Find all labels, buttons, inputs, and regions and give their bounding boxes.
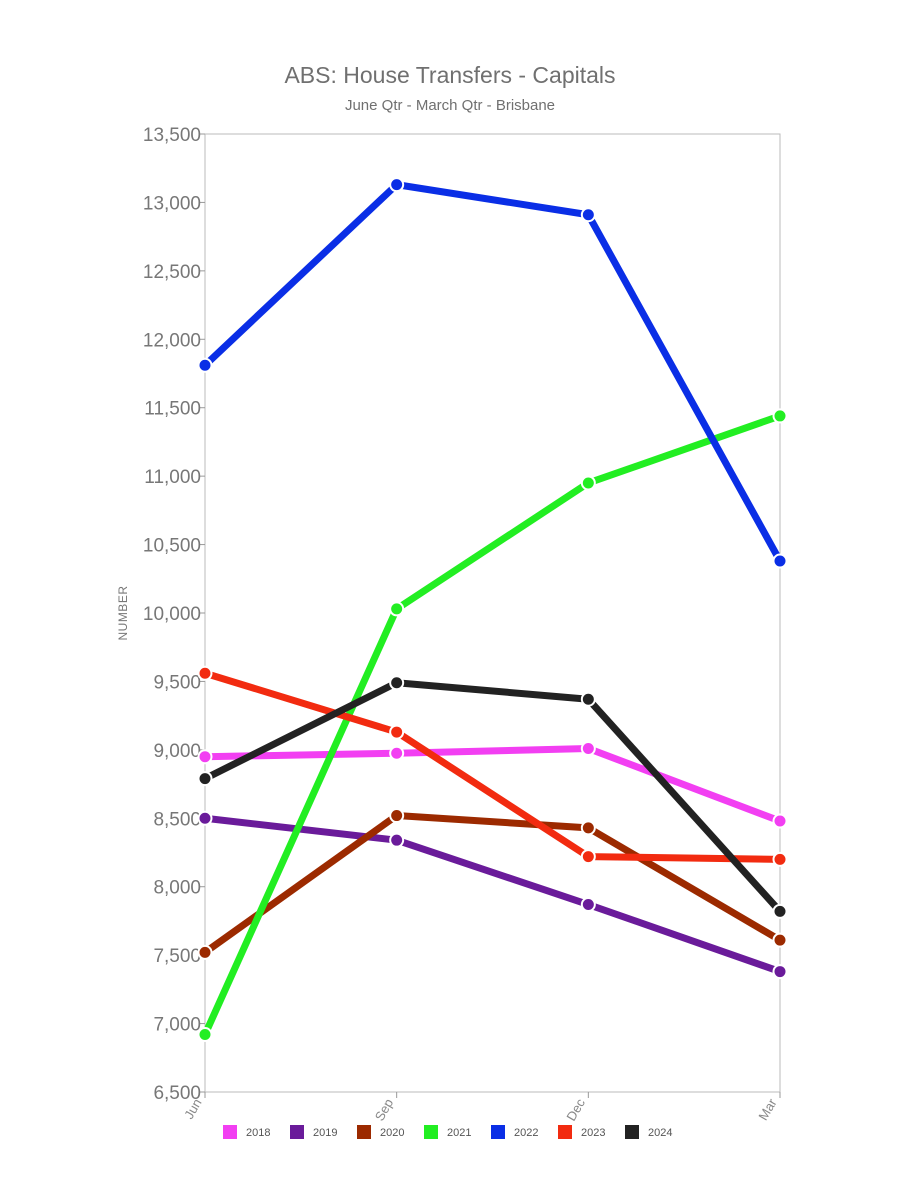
legend-item-2021[interactable]: 2021	[424, 1125, 471, 1139]
data-point-2020-mar	[772, 932, 788, 948]
y-tick-label: 10,000	[143, 604, 201, 625]
data-point-2023-dec	[580, 849, 596, 865]
y-tick-label: 13,000	[143, 193, 201, 214]
y-tick-label: 9,500	[153, 672, 201, 693]
legend-item-2019[interactable]: 2019	[290, 1125, 337, 1139]
data-point-2018-dec	[580, 740, 596, 756]
legend-swatch	[491, 1125, 505, 1139]
data-point-2021-sep	[389, 601, 405, 617]
series-points	[197, 177, 788, 1043]
legend-swatch	[625, 1125, 639, 1139]
data-point-2019-sep	[389, 832, 405, 848]
data-point-2019-mar	[772, 964, 788, 980]
plot-frame	[204, 133, 781, 1093]
legend-label: 2019	[313, 1127, 337, 1139]
series-line-2021	[201, 412, 784, 1039]
data-point-2024-jun	[197, 771, 213, 787]
legend-swatch	[290, 1125, 304, 1139]
data-point-2022-sep	[389, 177, 405, 193]
data-point-2024-dec	[580, 691, 596, 707]
legend-label: 2024	[648, 1127, 672, 1139]
series-line-2024	[201, 679, 784, 915]
legend[interactable]: 2018 2019 2020 2021 2022 2023 2024	[223, 1125, 672, 1139]
y-tick-label: 11,000	[144, 467, 201, 488]
series-line-2022	[201, 181, 784, 565]
series-line-2020	[201, 812, 784, 956]
legend-label: 2021	[447, 1127, 471, 1139]
data-point-2019-dec	[580, 897, 596, 913]
data-point-2018-sep	[389, 745, 405, 761]
series-line-2023	[201, 669, 784, 863]
y-tick-label: 6,500	[153, 1083, 201, 1104]
data-point-2021-jun	[197, 1027, 213, 1043]
y-tick-label: 13,500	[143, 125, 201, 146]
legend-item-2023[interactable]: 2023	[558, 1125, 605, 1139]
data-point-2019-jun	[197, 810, 213, 826]
y-axis-label: NUMBER	[116, 585, 130, 640]
legend-label: 2018	[246, 1127, 270, 1139]
data-point-2024-mar	[772, 903, 788, 919]
y-tick-label: 9,000	[153, 741, 201, 762]
series-lines	[201, 181, 784, 1039]
data-point-2020-dec	[580, 820, 596, 836]
y-tick-label: 8,500	[153, 809, 201, 830]
legend-item-2018[interactable]: 2018	[223, 1125, 270, 1139]
chart-title: ABS: House Transfers - Capitals	[284, 62, 616, 88]
legend-label: 2022	[514, 1127, 538, 1139]
x-tick-label: Mar	[755, 1095, 780, 1122]
chart-subtitle: June Qtr - March Qtr - Brisbane	[344, 97, 556, 114]
data-point-2021-dec	[580, 475, 596, 491]
data-point-2024-sep	[389, 675, 405, 691]
y-tick-label: 12,500	[143, 262, 201, 283]
data-point-2023-jun	[197, 665, 213, 681]
axes: 6,500 7,000 7,500 8,000 8,500 9,000 9,500 10,00…	[116, 125, 781, 1124]
data-point-2018-mar	[772, 813, 788, 829]
data-point-2020-sep	[389, 808, 405, 824]
y-tick-label: 11,500	[144, 399, 201, 420]
data-point-2022-jun	[197, 357, 213, 373]
legend-swatch	[558, 1125, 572, 1139]
legend-item-2024[interactable]: 2024	[625, 1125, 672, 1139]
data-point-2018-jun	[197, 749, 213, 765]
series-line-2018	[201, 744, 784, 825]
data-point-2022-mar	[772, 553, 788, 569]
data-point-2022-dec	[580, 207, 596, 223]
x-tick-label: Sep	[372, 1096, 397, 1124]
data-point-2021-mar	[772, 408, 788, 424]
y-tick-label: 10,500	[143, 536, 201, 557]
y-tick-label: 12,000	[143, 330, 201, 351]
y-tick-label: 7,500	[153, 946, 201, 967]
data-point-2023-mar	[772, 851, 788, 867]
data-point-2023-sep	[389, 724, 405, 740]
legend-item-2020[interactable]: 2020	[357, 1125, 404, 1139]
legend-swatch	[424, 1125, 438, 1139]
legend-swatch	[357, 1125, 371, 1139]
data-point-2020-jun	[197, 944, 213, 960]
y-tick-label: 7,000	[153, 1015, 201, 1036]
legend-label: 2020	[380, 1127, 404, 1139]
legend-swatch	[223, 1125, 237, 1139]
x-tick-label: Dec	[563, 1096, 588, 1124]
legend-item-2022[interactable]: 2022	[491, 1125, 538, 1139]
y-tick-label: 8,000	[153, 878, 201, 899]
legend-label: 2023	[581, 1127, 605, 1139]
